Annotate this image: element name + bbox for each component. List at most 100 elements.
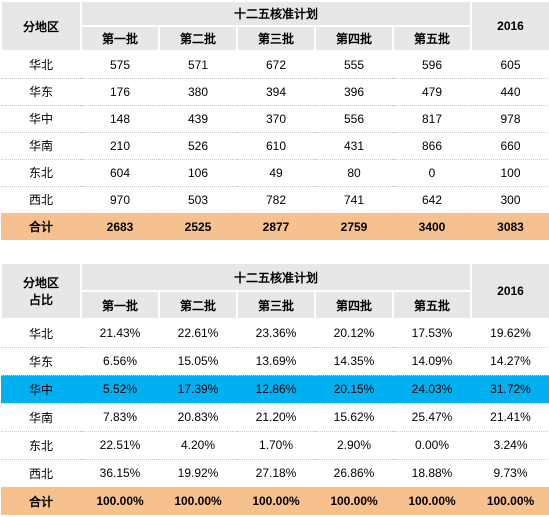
cell: 148 <box>81 105 159 133</box>
cell: 20.83% <box>159 403 237 432</box>
header-row: 分地区 占比 十二五核准计划 2016 <box>0 262 549 320</box>
cell: 15.05% <box>159 347 237 376</box>
cell: 9.73% <box>471 459 549 488</box>
table: 分地区 占比 十二五核准计划 2016 第一批 第二批 第三批 第四批 第五批华北 21.43% 2… <box>0 262 549 515</box>
region-name: 东北 <box>1 159 81 187</box>
total-row: 合计 2683 2525 2877 2759 3400 3083 <box>1 213 549 240</box>
batch-header: 第五批 <box>392 25 472 52</box>
region-name: 华中 <box>1 105 81 133</box>
cell: 19.92% <box>159 459 237 488</box>
total-cell: 3083 <box>471 213 549 240</box>
data-row: 东北 604 106 49 80 0 100 <box>1 159 549 187</box>
total-cell: 100.00% <box>471 487 549 515</box>
total-row: 合计 100.00% 100.00% 100.00% 100.00% 100.00% 100… <box>1 487 549 515</box>
total-cell: 3400 <box>393 213 471 240</box>
year-header: 2016 <box>470 262 549 320</box>
cell: 21.41% <box>471 403 549 432</box>
cell: 21.43% <box>81 319 159 348</box>
cell: 604 <box>81 159 159 187</box>
cell: 20.12% <box>315 319 393 348</box>
batch-header: 第二批 <box>158 25 238 52</box>
cell: 22.51% <box>81 431 159 460</box>
cell: 26.86% <box>315 459 393 488</box>
total-cell: 100.00% <box>315 487 393 515</box>
batch-header: 第一批 <box>80 25 160 52</box>
cell: 4.20% <box>159 431 237 460</box>
region-name: 华中 <box>1 375 81 404</box>
cell: 575 <box>81 51 159 79</box>
cell: 23.36% <box>237 319 315 348</box>
cell: 0 <box>393 159 471 187</box>
data-row: 华东 176 380 394 396 479 440 <box>1 78 549 106</box>
cell: 14.27% <box>471 347 549 376</box>
cell: 394 <box>237 78 315 106</box>
batch-header: 第三批 <box>236 25 316 52</box>
batch-header: 第二批 <box>158 290 238 320</box>
cell: 14.09% <box>393 347 471 376</box>
cell: 7.83% <box>81 403 159 432</box>
cell: 970 <box>81 186 159 214</box>
data-row: 华南 210 526 610 431 866 660 <box>1 132 549 160</box>
cell: 440 <box>471 78 549 106</box>
total-cell: 2525 <box>159 213 237 240</box>
cell: 479 <box>393 78 471 106</box>
cell: 503 <box>159 186 237 214</box>
data-row: 东北 22.51% 4.20% 1.70% 2.90% 0.00% 3.24% <box>1 431 549 460</box>
cell: 431 <box>315 132 393 160</box>
region-name: 西北 <box>1 459 81 488</box>
region-header-line: 分地区 <box>22 276 59 290</box>
cell: 36.15% <box>81 459 159 488</box>
cell: 14.35% <box>315 347 393 376</box>
cell: 15.62% <box>315 403 393 432</box>
total-label: 合计 <box>1 487 81 515</box>
cell: 17.39% <box>159 375 237 404</box>
region-header-line: 分地区 <box>22 19 59 34</box>
cell: 80 <box>315 159 393 187</box>
table-share: 分地区 占比 十二五核准计划 2016 第一批 第二批 第三批 第四批 第五批华北 21.43% 2… <box>0 262 549 515</box>
region-name: 华北 <box>1 51 81 79</box>
cell: 13.69% <box>237 347 315 376</box>
cell: 610 <box>237 132 315 160</box>
cell: 24.03% <box>393 375 471 404</box>
cell: 6.56% <box>81 347 159 376</box>
batch-header: 第三批 <box>236 290 316 320</box>
header-row: 分地区 十二五核准计划 2016 <box>0 0 549 52</box>
cell: 555 <box>315 51 393 79</box>
table-count: 分地区 十二五核准计划 2016 第一批 第二批 第三批 第四批 第五批 华北 575 571 672… <box>0 0 549 240</box>
cell: 817 <box>393 105 471 133</box>
cell: 25.47% <box>393 403 471 432</box>
cell: 596 <box>393 51 471 79</box>
data-row: 西北 36.15% 19.92% 27.18% 26.86% 18.88% 9.73% <box>1 459 549 488</box>
cell: 12.86% <box>237 375 315 404</box>
region-header: 分地区 <box>0 0 82 52</box>
cell: 18.88% <box>393 459 471 488</box>
cell: 782 <box>237 186 315 214</box>
cell: 106 <box>159 159 237 187</box>
batch-header: 第四批 <box>314 25 394 52</box>
total-cell: 2683 <box>81 213 159 240</box>
region-header: 分地区 占比 <box>0 262 82 320</box>
data-row: 华中 148 439 370 556 817 978 <box>1 105 549 133</box>
cell: 17.53% <box>393 319 471 348</box>
cell: 642 <box>393 186 471 214</box>
cell: 605 <box>471 51 549 79</box>
cell: 571 <box>159 51 237 79</box>
batch-header: 第五批 <box>392 290 472 320</box>
cell: 556 <box>315 105 393 133</box>
region-name: 华北 <box>1 319 81 348</box>
data-row: 西北 970 503 782 741 642 300 <box>1 186 549 214</box>
cell: 100 <box>471 159 549 187</box>
cell: 31.72% <box>471 375 549 404</box>
total-cell: 100.00% <box>237 487 315 515</box>
total-cell: 2759 <box>315 213 393 240</box>
total-label: 合计 <box>1 213 81 240</box>
total-cell: 2877 <box>237 213 315 240</box>
cell: 380 <box>159 78 237 106</box>
batch-header: 第一批 <box>80 290 160 320</box>
cell: 19.62% <box>471 319 549 348</box>
cell: 5.52% <box>81 375 159 404</box>
cell: 526 <box>159 132 237 160</box>
batch-header: 第四批 <box>314 290 394 320</box>
year-header: 2016 <box>470 0 549 52</box>
